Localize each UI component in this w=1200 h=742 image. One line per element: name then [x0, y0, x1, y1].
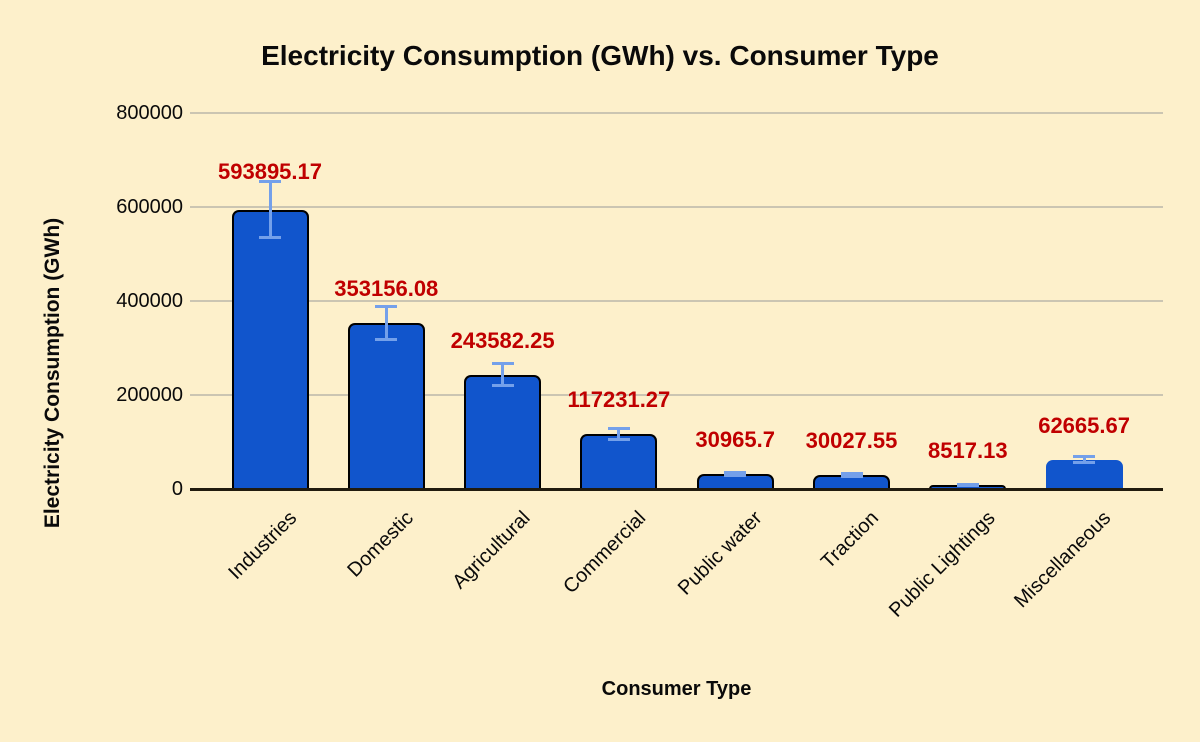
- bar-domestic: [347, 323, 425, 489]
- value-label: 353156.08: [334, 276, 439, 302]
- value-label: 30965.7: [695, 427, 775, 453]
- gridline: [190, 394, 1163, 396]
- error-bar-line: [501, 363, 505, 386]
- error-bar-cap-top: [491, 361, 514, 365]
- x-tick-label: Commercial: [559, 507, 651, 598]
- bar-agricultural: [464, 374, 542, 489]
- chart-title: Electricity Consumption (GWh) vs. Consum…: [261, 40, 939, 71]
- value-label: 30027.55: [805, 427, 898, 453]
- bar-industries: [231, 209, 309, 489]
- error-bar-line: [268, 181, 272, 238]
- x-tick-label: Public water: [674, 507, 767, 600]
- y-tick-label: 0: [171, 478, 183, 500]
- error-bar-cap-bottom: [607, 437, 630, 441]
- bar-miscellaneous: [1045, 459, 1123, 489]
- error-bar-cap-top: [1073, 455, 1096, 459]
- error-bar-cap-bottom: [840, 474, 863, 478]
- y-tick-label: 400000: [116, 290, 183, 312]
- value-label: 117231.27: [567, 386, 671, 412]
- error-bar-cap-bottom: [1073, 460, 1096, 464]
- x-tick-label: Traction: [816, 507, 884, 574]
- y-axis-title: Electricity Consumption (GWh): [41, 217, 64, 529]
- y-tick-label: 800000: [116, 102, 183, 124]
- value-label: 243582.25: [450, 327, 555, 353]
- gridline: [190, 112, 1163, 114]
- error-bar-cap-top: [607, 426, 630, 430]
- error-bar-cap-top: [724, 471, 747, 475]
- error-bar-cap-top: [375, 304, 398, 308]
- x-tick-label: Public Lightings: [884, 507, 1000, 622]
- error-bar-line: [384, 306, 388, 340]
- x-tick-label: Agricultural: [447, 507, 535, 594]
- gridline: [190, 300, 1163, 302]
- error-bar-cap-bottom: [491, 384, 514, 388]
- bar-commercial: [580, 433, 658, 489]
- x-axis-line: [190, 487, 1163, 491]
- error-bar-cap-bottom: [724, 474, 747, 478]
- y-tick-label: 600000: [116, 196, 183, 218]
- y-tick-label: 200000: [116, 384, 183, 406]
- value-label: 62665.67: [1038, 412, 1130, 438]
- value-label: 8517.13: [928, 437, 1008, 463]
- value-label: 593895.17: [218, 158, 322, 184]
- x-axis-title: Consumer Type: [601, 678, 752, 700]
- error-bar-cap-bottom: [259, 236, 281, 240]
- x-tick-label: Domestic: [343, 507, 418, 582]
- error-bar-cap-top: [840, 471, 863, 475]
- error-bar-line: [1082, 456, 1086, 463]
- error-bar-cap-bottom: [375, 338, 398, 342]
- gridline: [190, 206, 1163, 208]
- x-tick-label: Industries: [224, 507, 302, 584]
- error-bar-line: [617, 428, 621, 440]
- x-tick-label: Miscellaneous: [1010, 507, 1116, 613]
- error-bar-cap-bottom: [956, 483, 979, 487]
- error-bar-cap-top: [259, 180, 281, 184]
